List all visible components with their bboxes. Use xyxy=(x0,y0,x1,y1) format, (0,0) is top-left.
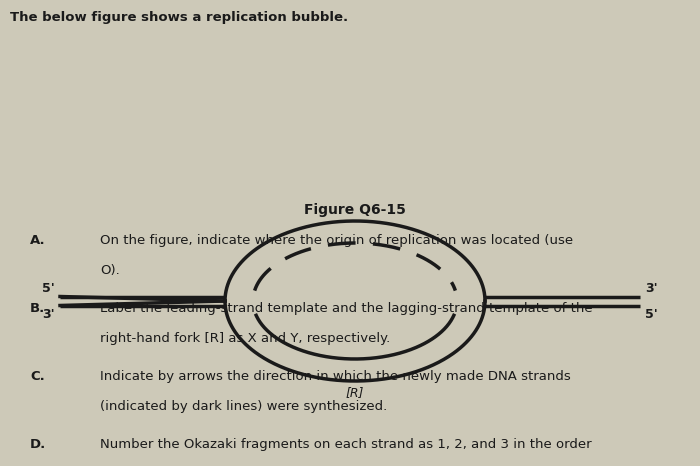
Text: [R]: [R] xyxy=(346,386,364,399)
Text: 5': 5' xyxy=(645,308,658,321)
Text: Label the leading-strand template and the lagging-strand template of the: Label the leading-strand template and th… xyxy=(100,302,593,315)
Text: right-hand fork [R] as X and Y, respectively.: right-hand fork [R] as X and Y, respecti… xyxy=(100,332,391,345)
Text: D.: D. xyxy=(30,438,46,451)
Text: 5': 5' xyxy=(42,281,55,295)
Text: On the figure, indicate where the origin of replication was located (use: On the figure, indicate where the origin… xyxy=(100,234,573,247)
Text: 3': 3' xyxy=(645,281,657,295)
Text: A.: A. xyxy=(30,234,46,247)
Text: Figure Q6-15: Figure Q6-15 xyxy=(304,203,406,217)
Text: Number the Okazaki fragments on each strand as 1, 2, and 3 in the order: Number the Okazaki fragments on each str… xyxy=(100,438,592,451)
Text: C.: C. xyxy=(30,370,45,383)
Text: (indicated by dark lines) were synthesized.: (indicated by dark lines) were synthesiz… xyxy=(100,400,387,413)
Text: Indicate by arrows the direction in which the newly made DNA strands: Indicate by arrows the direction in whic… xyxy=(100,370,570,383)
Text: The below figure shows a replication bubble.: The below figure shows a replication bub… xyxy=(10,11,348,24)
Text: B.: B. xyxy=(30,302,46,315)
Text: 3': 3' xyxy=(43,308,55,321)
Text: O).: O). xyxy=(100,264,120,277)
